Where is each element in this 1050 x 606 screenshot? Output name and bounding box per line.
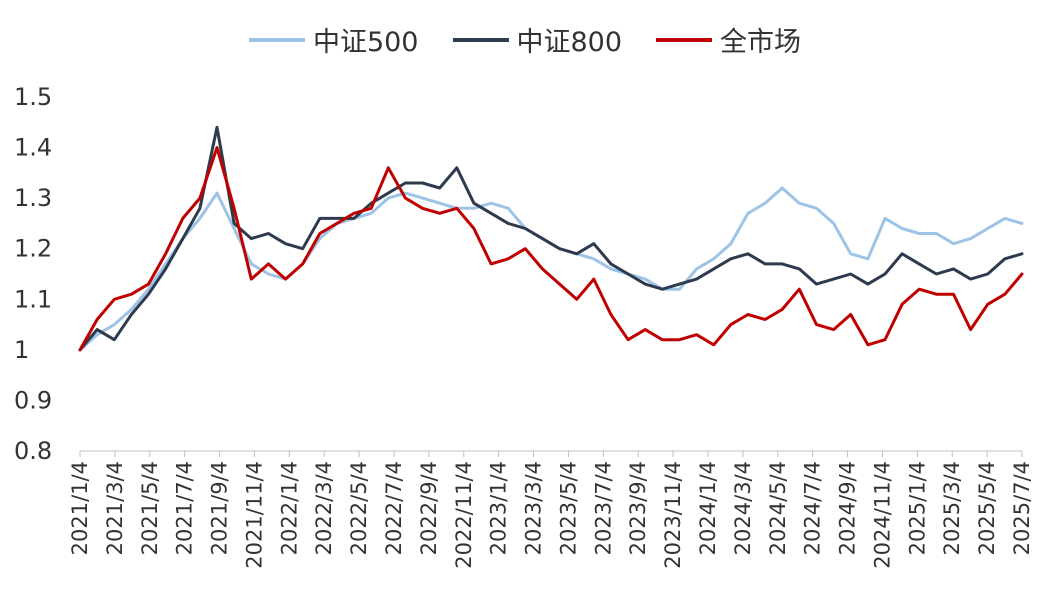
- x-tick-label: 2021/11/4: [242, 461, 266, 569]
- x-tick-label: 2025/7/4: [1010, 461, 1034, 555]
- legend-label-all-market: 全市场: [720, 27, 802, 58]
- x-tick-label: 2022/3/4: [312, 461, 336, 555]
- y-tick-label: 1: [14, 336, 29, 364]
- y-tick-label: 1.3: [14, 184, 52, 212]
- x-tick-label: 2021/1/4: [68, 461, 92, 555]
- x-tick-label: 2021/3/4: [103, 461, 127, 555]
- y-tick-label: 0.8: [14, 437, 52, 465]
- legend-swatch-csi800: [452, 37, 509, 42]
- x-tick-label: 2021/9/4: [208, 461, 232, 555]
- x-tick-label: 2022/11/4: [452, 461, 476, 569]
- series-line-csi500: [78, 186, 1024, 352]
- x-tick-label: 2025/1/4: [905, 461, 929, 555]
- y-tick-label: 1.1: [14, 285, 52, 313]
- x-tick-label: 2024/5/4: [766, 461, 790, 555]
- x-tick-label: 2022/5/4: [347, 461, 371, 555]
- x-axis: 2021/1/4 2021/3/4 2021/5/4 2021/7/4 2021/9/4…: [68, 450, 1034, 569]
- legend-item-csi500[interactable]: 中证500: [248, 20, 419, 59]
- legend-label-csi500: 中证500: [312, 27, 419, 58]
- y-tick-label: 1.4: [14, 134, 52, 162]
- x-tick-label: 2022/7/4: [382, 461, 406, 555]
- legend-swatch-all-market: [656, 37, 713, 42]
- x-tick-label: 2021/5/4: [138, 461, 162, 555]
- x-tick-label: 2023/7/4: [591, 461, 615, 555]
- x-tick-label: 2022/1/4: [277, 461, 301, 555]
- y-tick-label: 0.9: [14, 386, 52, 414]
- x-tick-label: 2024/3/4: [731, 461, 755, 555]
- x-tick-label: 2024/9/4: [836, 461, 860, 555]
- x-tick-label: 2024/7/4: [801, 461, 825, 555]
- x-tick-label: 2024/1/4: [696, 461, 720, 555]
- y-tick-label: 1.5: [14, 83, 52, 111]
- x-tick-label: 2025/3/4: [940, 461, 964, 555]
- x-tick-label: 2023/5/4: [556, 461, 580, 555]
- series-line-all-market: [78, 146, 1024, 352]
- x-tick-label: 2025/5/4: [975, 461, 999, 555]
- x-tick-label: 2023/3/4: [522, 461, 546, 555]
- x-tick-label: 2022/9/4: [417, 461, 441, 555]
- x-tick-label: 2023/1/4: [487, 461, 511, 555]
- legend-swatch-csi500: [248, 37, 305, 42]
- y-tick-label: 1.2: [14, 235, 52, 263]
- legend-item-all-market[interactable]: 全市场: [656, 20, 801, 59]
- x-tick-label: 2023/9/4: [626, 461, 650, 555]
- y-axis: 1.5 1.4 1.3 1.2 1.1 1 0.9 0.8: [14, 83, 52, 465]
- plot-area: [78, 125, 1024, 352]
- legend: 中证500 中证800 全市场: [0, 20, 1050, 59]
- x-tick-label: 2024/11/4: [870, 461, 894, 569]
- x-tick-label: 2023/11/4: [661, 461, 685, 569]
- x-tick-label: 2021/7/4: [173, 461, 197, 555]
- legend-item-csi800[interactable]: 中证800: [452, 20, 623, 59]
- legend-label-csi800: 中证800: [516, 27, 623, 58]
